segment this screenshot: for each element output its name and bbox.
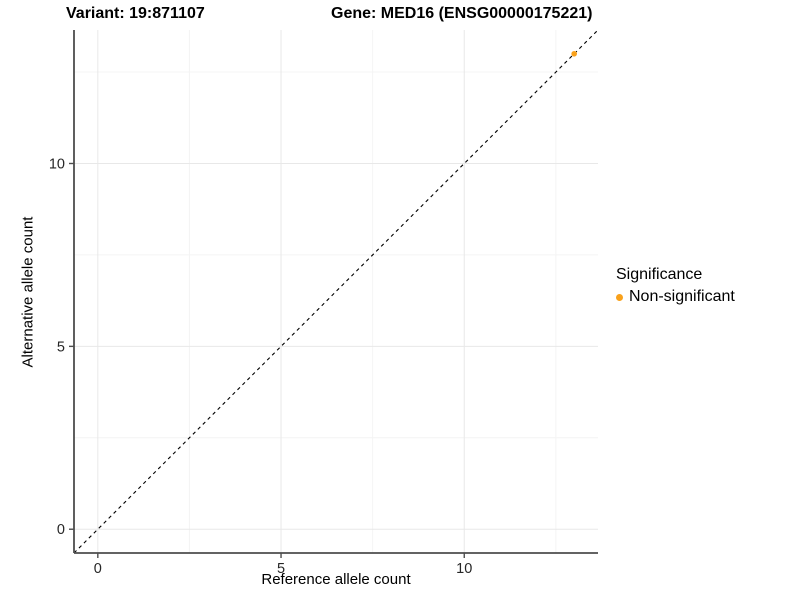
identity-line — [73, 29, 599, 554]
y-tick-label: 10 — [49, 156, 65, 172]
x-axis-title: Reference allele count — [261, 571, 411, 588]
data-point — [571, 50, 577, 57]
y-tick-label: 0 — [57, 522, 65, 538]
y-tick-label: 5 — [57, 339, 65, 355]
x-tick-label: 0 — [94, 561, 102, 577]
legend: Significance Non-significant — [616, 266, 735, 306]
x-tick-label: 10 — [456, 561, 472, 577]
variant-title: Variant: 19:871107 — [66, 5, 205, 22]
legend-title: Significance — [616, 266, 703, 283]
x-tick-label: 5 — [277, 561, 285, 577]
legend-entry-label: Non-significant — [629, 288, 735, 305]
y-axis-title: Alternative allele count — [19, 216, 37, 368]
legend-entry: Non-significant — [616, 288, 735, 306]
legend-point-icon — [616, 293, 623, 301]
gene-title: Gene: MED16 (ENSG00000175221) — [331, 5, 593, 22]
